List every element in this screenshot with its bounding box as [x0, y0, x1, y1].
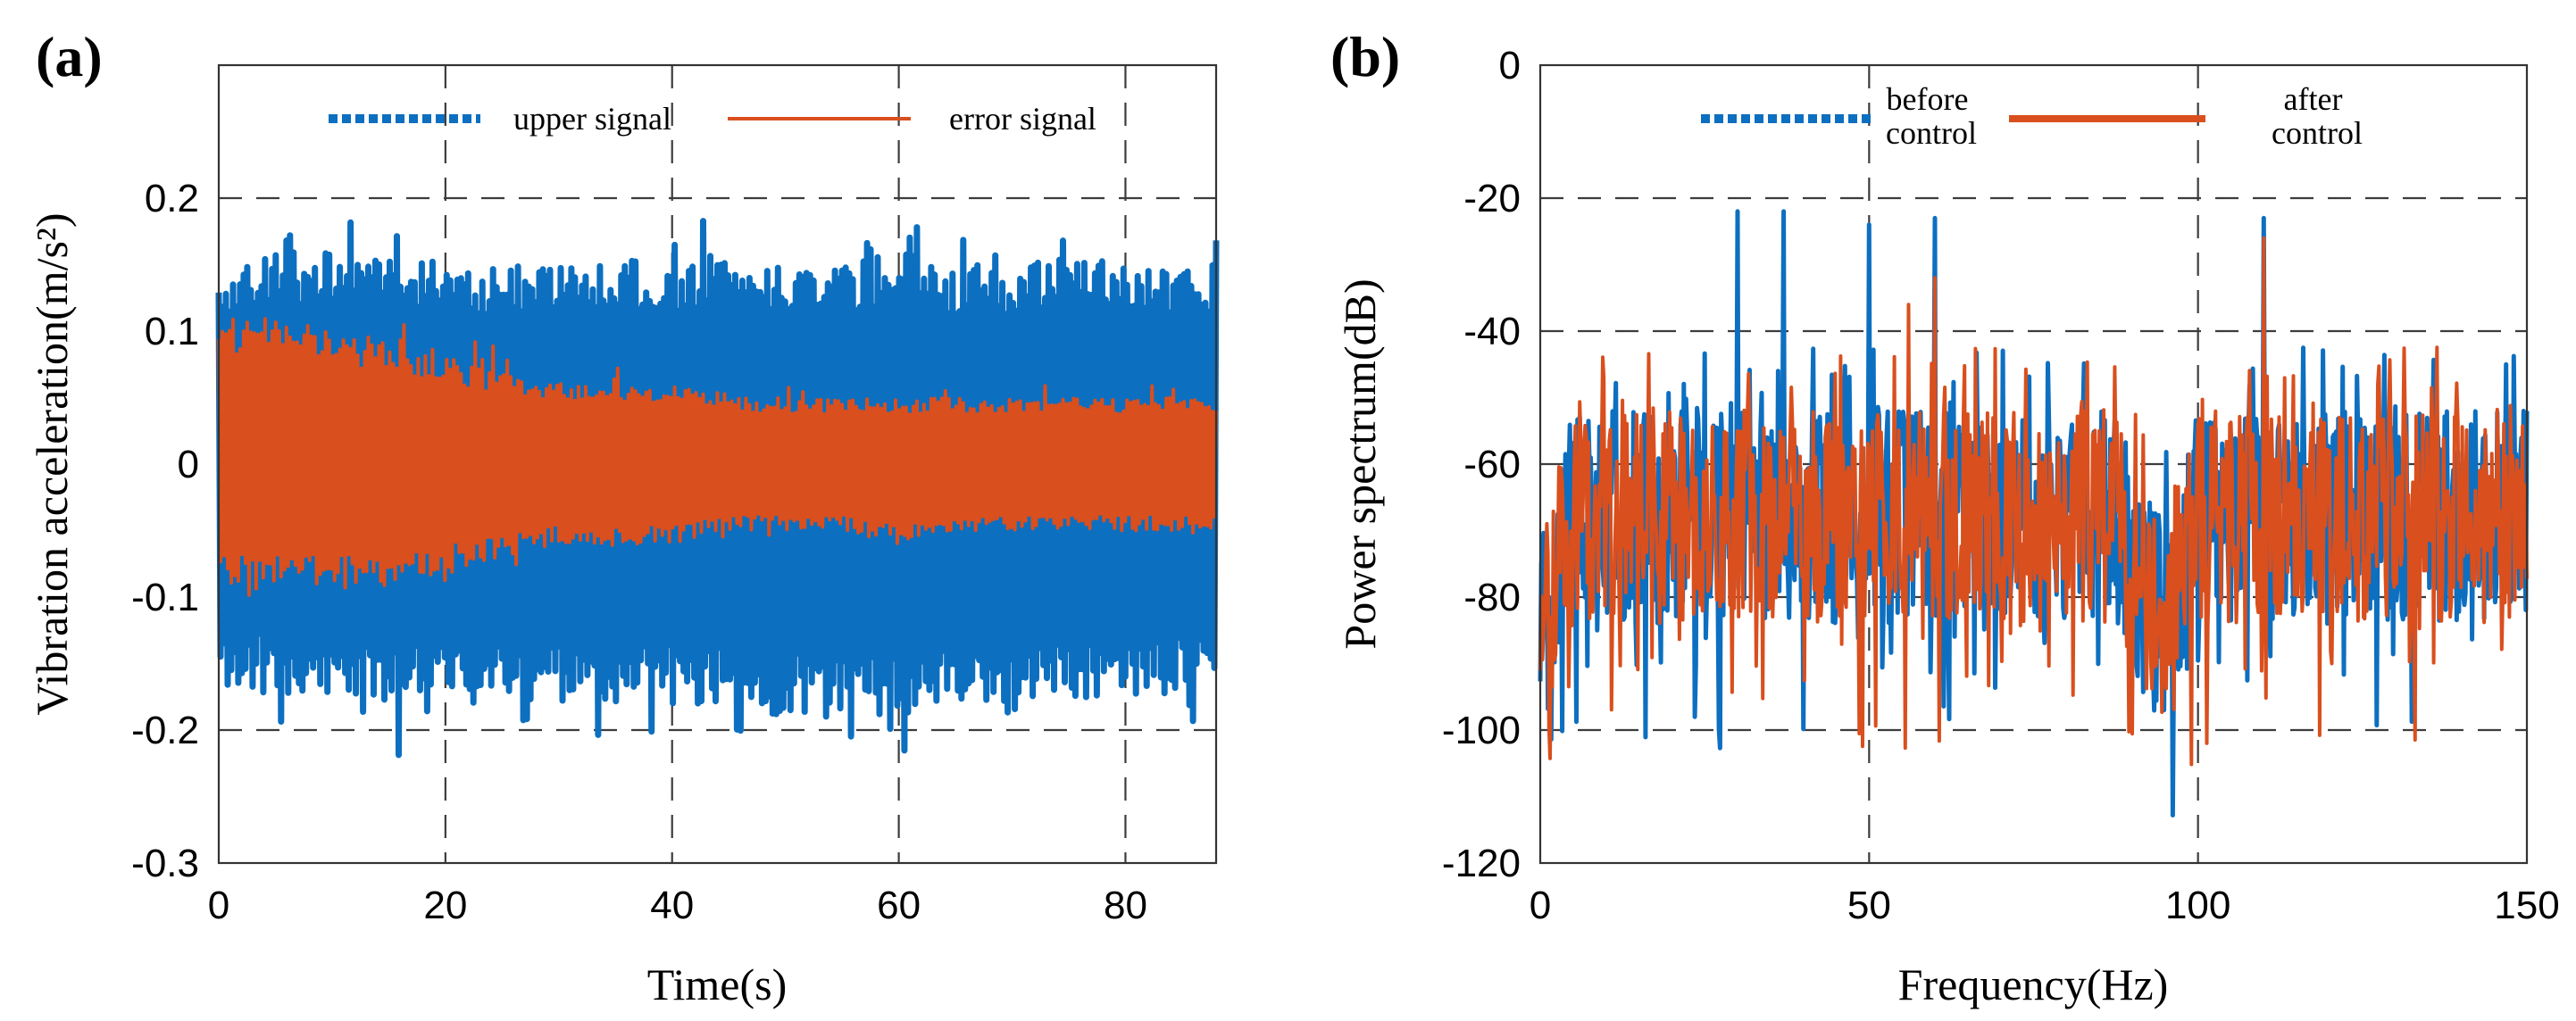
legend-entry-before-control: before control — [1886, 81, 1977, 151]
y-tick-label-a: -0.1 — [131, 576, 199, 619]
x-tick-label-b: 0 — [1530, 884, 1551, 927]
series-line-error-signal — [217, 317, 1218, 597]
y-tick-label-b: -40 — [1463, 310, 1521, 353]
y-tick-label-b: -80 — [1463, 576, 1521, 619]
chart-a-time-domain: (a) 0 20 40 60 80 -0.3 -0.2 -0.1 0 0.1 0.2 Time(s… — [27, 25, 1220, 1009]
y-axis-label-b: Power spectrum(dB) — [1335, 278, 1385, 649]
y-tick-label-a: 0 — [178, 443, 199, 486]
x-tick-label-a: 80 — [1104, 884, 1147, 927]
legend-entry-upper-signal: upper signal — [513, 101, 671, 137]
legend-entry-after-control: after control — [2272, 81, 2363, 151]
x-axis-label-a: Time(s) — [647, 959, 788, 1009]
x-tick-label-b: 150 — [2494, 884, 2559, 927]
plot-frame-b — [1538, 63, 2529, 865]
x-tick-label-a: 20 — [423, 884, 467, 927]
x-tick-label-b: 50 — [1847, 884, 1891, 927]
legend-before-line1: before — [1887, 81, 1969, 117]
legend-entry-error-signal: error signal — [949, 101, 1096, 137]
y-tick-label-a: 0.1 — [145, 310, 199, 353]
y-tick-label-b: -60 — [1463, 443, 1521, 486]
y-tick-label-b: -20 — [1463, 177, 1521, 220]
legend-after-line2: control — [2272, 115, 2363, 151]
series-line-after-control — [1538, 236, 2529, 767]
y-tick-label-a: -0.2 — [131, 709, 199, 752]
x-ticks-a: 0 20 40 60 80 — [208, 884, 1147, 927]
x-ticks-b: 0 50 100 150 — [1530, 884, 2560, 927]
legend-before-line2: control — [1886, 115, 1977, 151]
y-tick-label-b: 0 — [1499, 44, 1521, 87]
x-tick-label-a: 60 — [877, 884, 921, 927]
y-ticks-b: -120 -100 -80 -60 -40 -20 0 — [1442, 44, 1521, 885]
y-axis-label-a: Vibration acceleration(m/s²) — [27, 212, 77, 715]
y-tick-label-a: -0.3 — [131, 842, 199, 885]
y-tick-label-b: -120 — [1442, 842, 1521, 885]
y-tick-label-a: 0.2 — [145, 177, 199, 220]
x-tick-label-a: 0 — [208, 884, 229, 927]
plot-area-b — [1538, 209, 2530, 818]
plot-frame-a — [217, 63, 1218, 865]
legend-after-line1: after — [2284, 81, 2343, 117]
legend-a: upper signal error signal — [329, 101, 1096, 137]
panel-label-b: (b) — [1330, 25, 1400, 88]
x-tick-label-a: 40 — [650, 884, 694, 927]
x-axis-label-b: Frequency(Hz) — [1898, 959, 2169, 1009]
panel-label-a: (a) — [36, 25, 103, 88]
plot-area-a — [215, 218, 1220, 759]
legend-b: before control after control — [1701, 81, 2363, 151]
x-tick-label-b: 100 — [2165, 884, 2230, 927]
y-tick-label-b: -100 — [1442, 709, 1521, 752]
chart-b-frequency-domain: (b) 0 50 100 150 -120 -100 -80 -60 -40 -20 0 Freq… — [1330, 25, 2560, 1009]
y-ticks-a: -0.3 -0.2 -0.1 0 0.1 0.2 — [131, 177, 199, 885]
